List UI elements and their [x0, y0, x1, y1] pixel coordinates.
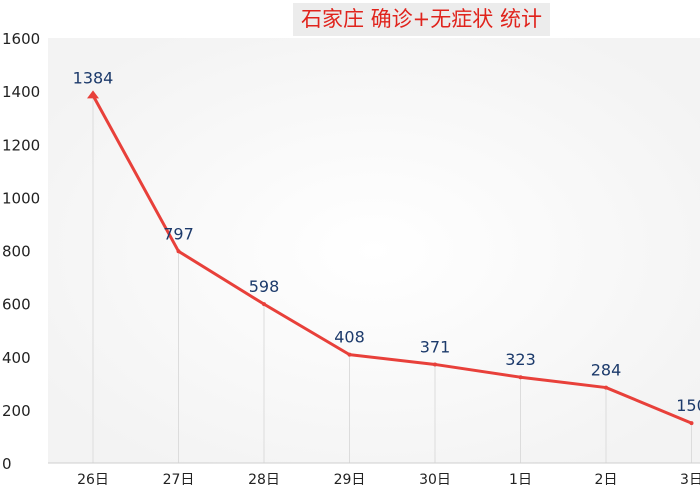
y-tick-label: 1400: [2, 83, 40, 101]
data-point: [91, 93, 95, 98]
data-point: [689, 421, 694, 426]
x-tick-label: 28日: [248, 472, 280, 488]
data-label: 323: [505, 350, 536, 369]
data-labels: 1384 797 598 408 371 323 284 150: [73, 68, 700, 415]
data-point: [433, 362, 437, 367]
x-tick-label: 3日: [680, 472, 700, 488]
x-tick-label: 27日: [163, 472, 195, 488]
y-tick-label: 200: [2, 402, 31, 420]
x-tick-label: 26日: [77, 472, 109, 488]
x-tick-label: 2日: [595, 472, 618, 488]
axes: 0 200 400 600 800 1000 1200 1400 1600 26日 27日 28日 29…: [2, 30, 700, 488]
data-label: 371: [420, 337, 451, 356]
chart-title: 石家庄 确诊+无症状 统计: [293, 3, 550, 36]
data-point: [347, 352, 352, 357]
grid: [92, 95, 692, 463]
y-tick-label: 400: [2, 349, 31, 367]
data-label: 150: [676, 396, 700, 415]
x-tick-label: 29日: [334, 472, 366, 488]
data-label: 598: [249, 277, 280, 296]
data-point: [262, 302, 266, 307]
x-tick-label: 30日: [419, 472, 451, 488]
y-tick-label: 0: [2, 455, 12, 473]
y-tick-label: 1600: [2, 30, 40, 48]
data-point: [604, 385, 608, 390]
series-line: [91, 93, 693, 425]
plot-background: [48, 38, 700, 463]
series: [87, 90, 694, 426]
data-label: 284: [591, 361, 622, 380]
data-point: [518, 375, 523, 380]
x-tick-label: 1日: [509, 472, 532, 488]
y-tick-label: 1000: [2, 189, 40, 207]
data-label: 1384: [73, 68, 114, 87]
y-tick-label: 1200: [2, 136, 40, 154]
data-label: 797: [163, 224, 194, 243]
data-point: [176, 249, 181, 254]
y-tick-label: 600: [2, 296, 31, 314]
y-tick-label: 800: [2, 243, 31, 261]
data-label: 408: [334, 328, 365, 347]
